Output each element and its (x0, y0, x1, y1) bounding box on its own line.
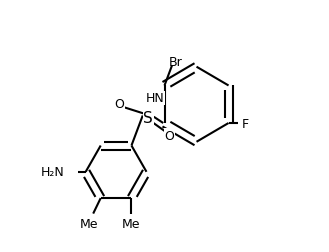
Text: HN: HN (146, 92, 164, 105)
Text: Br: Br (169, 56, 183, 69)
Text: F: F (241, 117, 249, 131)
Text: O: O (164, 129, 174, 142)
Text: Me: Me (122, 217, 141, 230)
Text: H₂N: H₂N (41, 166, 64, 179)
Text: O: O (114, 98, 124, 111)
Text: S: S (143, 111, 153, 126)
Text: Me: Me (80, 217, 99, 230)
